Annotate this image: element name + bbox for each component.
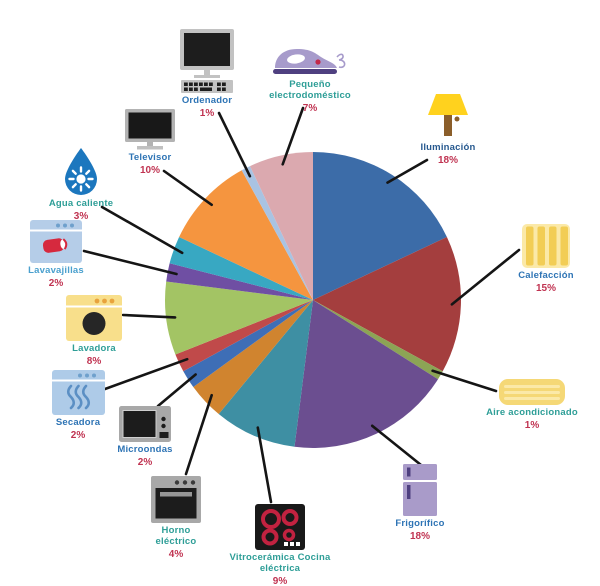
connector-calefaccion bbox=[450, 248, 521, 306]
waterdrop-icon bbox=[65, 148, 97, 195]
item-microondas: Microondas 2% bbox=[100, 406, 190, 468]
connector-agua bbox=[100, 205, 184, 255]
item-label: Agua caliente bbox=[48, 198, 114, 209]
item-agua-caliente: Agua caliente 3% bbox=[31, 146, 131, 222]
pie-slice-iluminacion bbox=[313, 152, 447, 300]
item-label: Aire acondicionado bbox=[486, 407, 578, 418]
pie-slice-ordenador bbox=[241, 166, 313, 300]
connector-secadora bbox=[103, 357, 189, 391]
item-label: Secadora bbox=[55, 417, 101, 428]
item-horno-electrico: Horno eléctrico 4% bbox=[141, 476, 211, 560]
item-percent: 3% bbox=[73, 210, 89, 222]
item-label: Televisor bbox=[128, 152, 172, 163]
item-label: Frigorífico bbox=[395, 518, 445, 529]
connector-aire bbox=[431, 369, 498, 393]
item-percent: 1% bbox=[199, 107, 215, 119]
connector-frigorifico bbox=[370, 424, 423, 467]
connector-lavavajillas bbox=[82, 249, 178, 276]
item-percent: 18% bbox=[409, 530, 430, 542]
item-label: Ordenador bbox=[181, 95, 233, 106]
pie-slice-horno bbox=[193, 300, 313, 414]
ac-icon bbox=[499, 379, 565, 405]
item-calefaccion: Calefacción 15% bbox=[500, 224, 592, 294]
cooktop-icon bbox=[255, 504, 305, 550]
item-label: Microondas bbox=[117, 444, 173, 455]
washer-icon bbox=[66, 295, 122, 341]
pie-slice-vitroceramica bbox=[218, 300, 313, 447]
dryer-icon bbox=[51, 370, 105, 415]
item-percent: 8% bbox=[86, 355, 102, 367]
item-percent: 2% bbox=[70, 429, 86, 441]
item-label: Horno eléctrico bbox=[155, 525, 197, 547]
item-percent: 18% bbox=[437, 154, 458, 166]
item-aire-acondicionado: Aire acondicionado 1% bbox=[472, 379, 592, 431]
pie-slice-lavadora bbox=[165, 281, 313, 355]
pie-slice-agua bbox=[169, 237, 313, 300]
pie-slice-televisor bbox=[179, 170, 313, 300]
item-percent: 10% bbox=[139, 164, 160, 176]
pie-slice-lavavajillas bbox=[166, 263, 313, 300]
item-label: Pequeño electrodoméstico bbox=[269, 79, 351, 101]
item-label: Iluminación bbox=[420, 142, 476, 153]
pie-slice-microondas bbox=[183, 300, 313, 387]
item-percent: 15% bbox=[535, 282, 556, 294]
connector-televisor bbox=[162, 169, 213, 207]
item-label: Lavavajillas bbox=[28, 265, 84, 276]
item-percent: 1% bbox=[524, 419, 540, 431]
item-televisor: Televisor 10% bbox=[110, 109, 190, 176]
radiator-icon bbox=[522, 224, 570, 268]
item-ordenador: Ordenador 1% bbox=[167, 29, 247, 119]
fridge-icon bbox=[403, 464, 437, 516]
item-percent: 9% bbox=[272, 575, 288, 586]
connector-ordenador bbox=[217, 111, 252, 178]
connector-lavadora bbox=[121, 313, 177, 319]
tv-icon bbox=[125, 109, 175, 150]
item-vitroceramica: Vitrocerámica Cocina eléctrica 9% bbox=[228, 504, 332, 586]
item-label: Calefacción bbox=[518, 270, 574, 281]
item-percent: 4% bbox=[168, 548, 184, 560]
iron-icon bbox=[273, 49, 346, 74]
item-lavavajillas: Lavavajillas 2% bbox=[11, 220, 101, 289]
pie-slice-frigorifico bbox=[294, 300, 438, 448]
connector-vitroceramica bbox=[256, 426, 273, 504]
item-percent: 2% bbox=[137, 456, 153, 468]
connector-microondas bbox=[156, 373, 197, 408]
pie-slice-aire bbox=[313, 300, 443, 380]
connector-iluminacion bbox=[386, 158, 429, 184]
connector-pequeno bbox=[281, 106, 305, 166]
item-label: Lavadora bbox=[72, 343, 116, 354]
lamp-icon bbox=[428, 94, 468, 136]
computer-icon bbox=[180, 29, 234, 93]
pie-slice-pequeno bbox=[250, 152, 313, 300]
item-frigorifico: Frigorífico 18% bbox=[375, 464, 465, 542]
pie-slice-secadora bbox=[175, 300, 313, 372]
pie-slice-calefaccion bbox=[313, 237, 461, 372]
item-percent: 7% bbox=[302, 102, 318, 114]
item-lavadora: Lavadora 8% bbox=[54, 295, 134, 367]
item-percent: 2% bbox=[48, 277, 64, 289]
item-pequeno-electrodomestico: Pequeño electrodoméstico 7% bbox=[254, 45, 366, 114]
oven-icon bbox=[151, 476, 201, 523]
dishwasher-icon bbox=[30, 220, 82, 263]
item-iluminacion: Iluminación 18% bbox=[402, 92, 494, 166]
microwave-icon bbox=[119, 406, 171, 442]
connector-horno bbox=[184, 393, 213, 476]
item-label: Vitrocerámica Cocina eléctrica bbox=[229, 552, 331, 574]
item-secadora: Secadora 2% bbox=[38, 370, 118, 441]
